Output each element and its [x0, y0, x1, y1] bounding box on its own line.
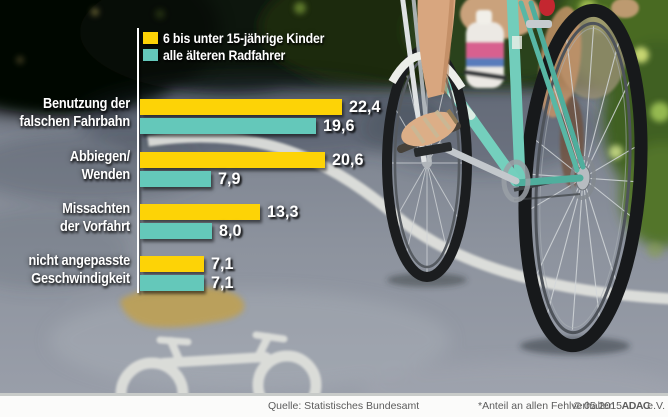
red-reflector — [539, 0, 555, 16]
bar-line-children: 13,3 — [140, 202, 300, 221]
yellow-road-marking — [120, 286, 245, 328]
bar-line-children: 22,4 — [140, 97, 382, 116]
copyright-text: © 05.2015 — [573, 400, 622, 412]
chart-row-falsche-fahrbahn: Benutzung der falschen Fahrbahn 22,4 19,… — [0, 95, 668, 135]
legend-swatch-children — [143, 32, 158, 44]
bar-line-older: 7,9 — [140, 169, 242, 188]
chart-row-geschwindigkeit: nicht angepasste Geschwindigkeit 7,1 7,1 — [0, 252, 668, 292]
category-label-line1: Abbiegen/ — [69, 148, 130, 165]
bar-older — [140, 275, 204, 291]
category-label-line1: Benutzung der — [42, 95, 130, 112]
legend-item-older: alle älteren Radfahrer — [143, 47, 346, 63]
bar-line-children: 7,1 — [140, 254, 235, 273]
bar-value: 19,6 — [323, 116, 355, 135]
category-label-line2: falschen Fahrbahn — [19, 113, 131, 130]
category-label-line2: Geschwindigkeit — [31, 270, 131, 287]
legend-label-older: alle älteren Radfahrer — [163, 47, 286, 63]
adac-logo: ADAC — [621, 400, 651, 412]
rider-near-leg — [397, 0, 531, 203]
bar-line-older: 7,1 — [140, 273, 235, 292]
bar-older — [140, 171, 212, 187]
category-label-line1: nicht angepasste — [28, 252, 131, 269]
legend-item-children: 6 bis unter 15-jährige Kinder — [143, 30, 346, 46]
category-label-line2: Wenden — [81, 166, 131, 183]
bar-older — [140, 223, 212, 239]
vignette — [0, 0, 220, 120]
bar-children — [140, 99, 342, 115]
bar-value: 13,3 — [266, 202, 299, 221]
category-label: Abbiegen/ Wenden — [20, 148, 131, 184]
category-label-line2: der Vorfahrt — [60, 218, 130, 235]
copyright-suffix: e.V. — [647, 400, 665, 412]
legend: 6 bis unter 15-jährige Kinder alle älter… — [143, 30, 346, 64]
water-bottle — [463, 10, 507, 88]
legend-swatch-older — [143, 49, 158, 61]
bar-value: 7,1 — [210, 273, 234, 292]
bar-children — [140, 256, 204, 272]
bar-value: 7,9 — [218, 169, 241, 188]
bar-value: 7,1 — [210, 254, 234, 273]
bar-line-children: 20,6 — [140, 150, 365, 169]
legend-label-children: 6 bis unter 15-jährige Kinder — [163, 30, 325, 46]
bar-children — [140, 204, 260, 220]
category-label: Benutzung der falschen Fahrbahn — [20, 95, 131, 131]
bar-older — [140, 118, 317, 134]
category-label-line1: Missachten — [62, 200, 130, 217]
category-label: nicht angepasste Geschwindigkeit — [20, 252, 131, 288]
category-label: Missachten der Vorfahrt — [20, 200, 130, 236]
bar-value: 20,6 — [332, 150, 364, 169]
bar-children — [140, 152, 326, 168]
bar-line-older: 19,6 — [140, 116, 356, 135]
chart-row-abbiegen-wenden: Abbiegen/ Wenden 20,6 7,9 — [0, 148, 668, 188]
axis-line — [137, 28, 139, 293]
source-text: Quelle: Statistisches Bundesamt — [268, 400, 420, 412]
bar-value: 22,4 — [348, 97, 381, 116]
footnote-text: *Anteil an allen Fehlverhalten — [478, 400, 615, 412]
bar-line-older: 8,0 — [140, 221, 243, 240]
footer-bar: Quelle: Statistisches Bundesamt *Anteil … — [0, 393, 668, 417]
chart-row-vorfahrt: Missachten der Vorfahrt 13,3 8,0 — [0, 200, 668, 240]
bar-value: 8,0 — [219, 221, 242, 240]
